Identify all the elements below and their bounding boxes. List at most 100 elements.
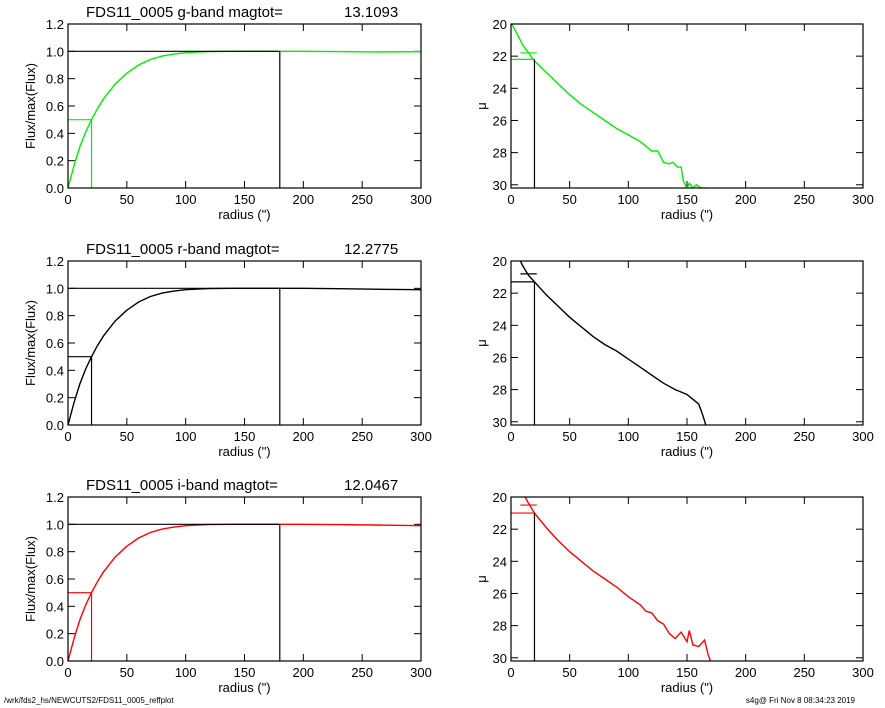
x-tick-label: 0	[507, 429, 514, 444]
x-tick-label: 300	[410, 665, 432, 680]
y-tick-label: 20	[493, 254, 507, 269]
x-tick-label: 50	[562, 429, 576, 444]
x-tick-label: 150	[234, 192, 256, 207]
x-tick-label: 150	[234, 429, 256, 444]
profile-curve	[511, 24, 706, 188]
x-tick-label: 250	[793, 665, 815, 680]
y-tick-label: 0.6	[46, 572, 64, 587]
y-tick-label: 1.0	[46, 281, 64, 296]
y-tick-label: 1.0	[46, 44, 64, 59]
y-tick-label: 1.2	[46, 254, 64, 269]
y-tick-label: 1.0	[46, 517, 64, 532]
panel-3: FDS11_0005 r-band magtot= 12.2775 0 50 100 15…	[23, 241, 432, 459]
y-axis-label: μ	[474, 575, 489, 583]
panel-2: 0 50 100 150 200 250 300 20 22 24 26 28 30 radius (")…	[474, 17, 874, 222]
y-tick-label: 0.8	[46, 309, 64, 324]
y-tick-label: 0.8	[46, 545, 64, 560]
profile-curve	[68, 523, 421, 661]
y-tick-label: 22	[493, 286, 507, 301]
x-tick-label: 100	[617, 665, 639, 680]
x-tick-label: 250	[351, 429, 373, 444]
panel-frame	[510, 23, 864, 189]
magtot-value: 12.2775	[344, 241, 398, 258]
y-tick-label: 1.2	[46, 17, 64, 32]
panel-6: 0 50 100 150 200 250 300 20 22 24 26 28 30 radius (")…	[474, 490, 874, 695]
file-path-footer: /wrk/fds2_hs/NEWCUTS2/FDS11_0005_reffplo…	[4, 696, 174, 705]
x-tick-label: 0	[64, 192, 71, 207]
profile-curve	[68, 50, 421, 188]
panel-title: FDS11_0005 r-band magtot=	[86, 241, 280, 258]
x-tick-label: 200	[735, 665, 757, 680]
plot-area	[68, 50, 421, 188]
y-axis-label: Flux/max(Flux)	[23, 300, 38, 386]
x-tick-label: 200	[292, 192, 314, 207]
plot-area	[511, 24, 706, 188]
panel-title: FDS11_0005 g-band magtot=	[86, 4, 283, 21]
x-tick-label: 100	[175, 665, 197, 680]
x-tick-label: 200	[735, 429, 757, 444]
magtot-value: 13.1093	[344, 4, 398, 21]
x-axis-label: radius (")	[661, 444, 713, 459]
y-tick-label: 0.2	[46, 627, 64, 642]
x-tick-label: 250	[351, 192, 373, 207]
x-tick-label: 50	[562, 192, 576, 207]
y-tick-label: 24	[493, 318, 507, 333]
plot-area	[68, 523, 421, 661]
x-axis-label: radius (")	[661, 680, 713, 695]
y-tick-label: 0.0	[46, 654, 64, 669]
y-tick-label: 20	[493, 17, 507, 32]
x-tick-label: 0	[507, 665, 514, 680]
profile-curve	[524, 497, 712, 661]
x-tick-label: 0	[64, 429, 71, 444]
x-tick-label: 0	[507, 192, 514, 207]
x-axis-label: radius (")	[218, 207, 270, 222]
x-tick-label: 200	[735, 192, 757, 207]
x-tick-label: 250	[351, 665, 373, 680]
y-tick-label: 0.4	[46, 599, 64, 614]
x-tick-label: 150	[676, 192, 698, 207]
y-tick-label: 1.2	[46, 490, 64, 505]
x-tick-label: 300	[852, 192, 874, 207]
y-tick-label: 24	[493, 81, 507, 96]
x-tick-label: 100	[617, 192, 639, 207]
profile-curve	[68, 287, 421, 425]
profile-curve	[519, 261, 707, 425]
x-tick-label: 50	[120, 192, 134, 207]
x-axis-label: radius (")	[661, 207, 713, 222]
y-tick-label: 20	[493, 490, 507, 505]
x-tick-label: 300	[852, 665, 874, 680]
y-tick-label: 0.6	[46, 99, 64, 114]
y-tick-label: 0.2	[46, 154, 64, 169]
panel-4: 0 50 100 150 200 250 300 20 22 24 26 28 30 radius (")…	[474, 254, 874, 459]
magtot-value: 12.0467	[344, 477, 398, 494]
panel-frame	[510, 260, 864, 426]
x-tick-label: 150	[234, 665, 256, 680]
x-tick-label: 0	[64, 665, 71, 680]
x-tick-label: 250	[793, 429, 815, 444]
y-tick-label: 0.2	[46, 391, 64, 406]
y-tick-label: 22	[493, 522, 507, 537]
x-axis-label: radius (")	[218, 444, 270, 459]
y-tick-label: 24	[493, 554, 507, 569]
panel-1: FDS11_0005 g-band magtot= 13.1093 0 50 100 15…	[23, 4, 432, 222]
timestamp-footer: s4g@ Fri Nov 8 08:34:23 2019	[745, 696, 855, 705]
x-tick-label: 150	[676, 665, 698, 680]
y-tick-label: 26	[493, 113, 507, 128]
x-axis-label: radius (")	[218, 680, 270, 695]
y-tick-label: 30	[493, 178, 507, 193]
y-tick-label: 0.4	[46, 363, 64, 378]
y-tick-label: 0.8	[46, 72, 64, 87]
panel-frame	[510, 496, 864, 662]
y-axis-label: Flux/max(Flux)	[23, 536, 38, 622]
panel-frame	[67, 496, 422, 662]
y-tick-label: 28	[493, 383, 507, 398]
x-tick-label: 100	[617, 429, 639, 444]
x-tick-label: 300	[852, 429, 874, 444]
y-tick-label: 30	[493, 415, 507, 430]
plot-area	[511, 497, 712, 661]
y-tick-label: 26	[493, 586, 507, 601]
y-tick-label: 0.4	[46, 126, 64, 141]
y-tick-label: 28	[493, 146, 507, 161]
y-tick-label: 22	[493, 49, 507, 64]
